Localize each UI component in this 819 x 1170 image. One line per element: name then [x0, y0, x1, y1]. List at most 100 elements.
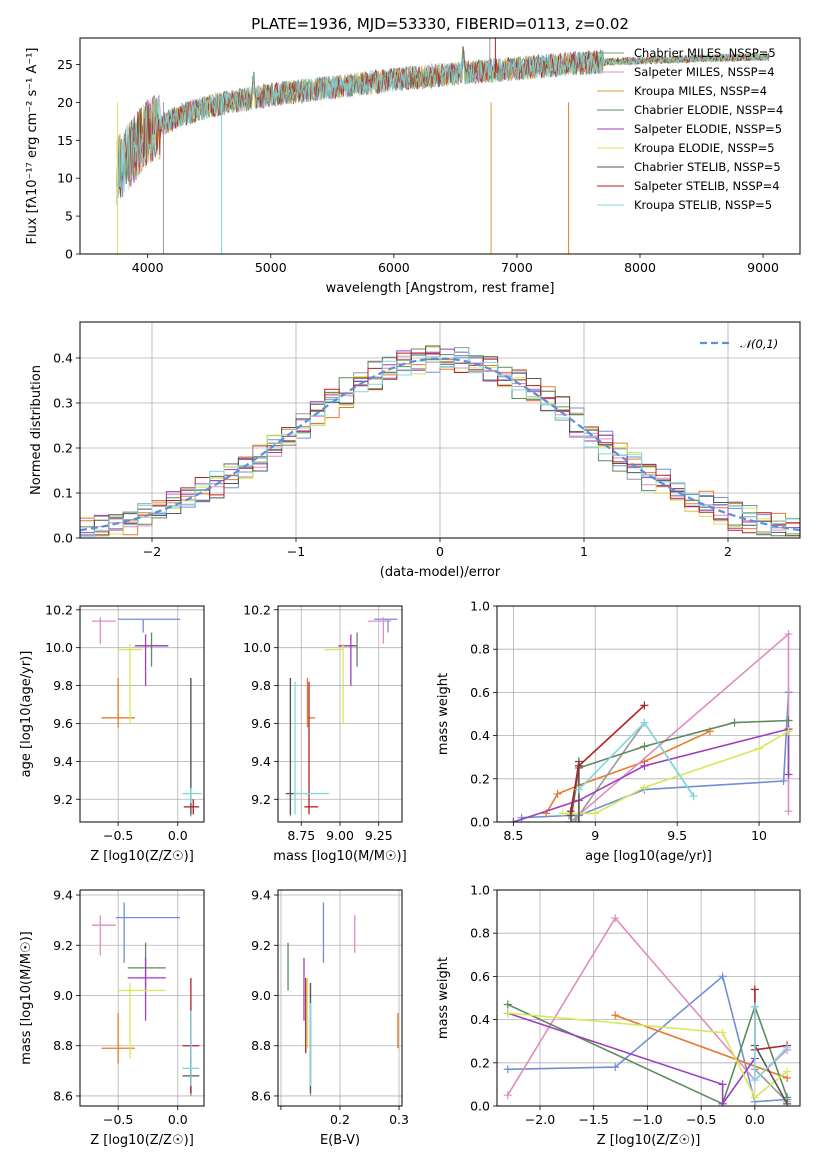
weight-marker: [750, 1093, 759, 1102]
errorbar-point: [118, 618, 181, 633]
x-tick-label: −0.5: [103, 828, 133, 843]
y-tick-label: 1.0: [470, 599, 490, 614]
y-tick-label: 9.8: [251, 678, 271, 693]
y-tick-label: 0.6: [470, 969, 490, 984]
x-axis-label: age [log10(age/yr)]: [585, 849, 712, 864]
x-tick-label: 9.00: [326, 828, 354, 843]
x-tick-label: −2: [143, 544, 161, 559]
chart-spectrum: 4000 5000 6000 7000 8000 9000 0 5 10 15 20 25 wavele…: [25, 37, 801, 296]
y-tick-label: 0.2: [470, 771, 490, 786]
weight-marker: [718, 1099, 727, 1106]
y-tick-label: 9.2: [251, 792, 271, 807]
grid: [80, 606, 204, 822]
weight-series-2: [570, 632, 790, 822]
y-tick-label: 0.4: [470, 1012, 490, 1027]
weight-series-6: [507, 1012, 788, 1099]
weight-marker: [591, 809, 600, 818]
grid: [278, 890, 402, 1106]
errorbar-point: [182, 1010, 200, 1086]
weight-marker: [611, 1011, 620, 1020]
weight-marker: [611, 914, 620, 923]
y-tick-label: 1.0: [470, 883, 490, 898]
axes: −2 −1 0 1 2 0.0 0.1 0.2 0.3 0.4 (data-model)/error…: [29, 321, 801, 580]
y-tick-label: 0.2: [53, 441, 73, 456]
errorbar-point: [118, 643, 142, 724]
x-tick-label: −1.5: [579, 1112, 609, 1127]
y-tick-label: 8.6: [53, 1088, 73, 1103]
chart-title: PLATE=1936, MJD=53330, FIBERID=0113, z=0…: [251, 15, 629, 33]
legend-entry: Salpeter ELODIE, NSSP=5: [634, 122, 782, 136]
weight-marker: [730, 718, 739, 727]
y-tick-label: 0.4: [470, 728, 490, 743]
weight-marker: [784, 807, 793, 816]
axes-frame: [496, 605, 801, 823]
spectrum-series-9: [116, 50, 770, 199]
x-tick-label: 0: [436, 544, 444, 559]
weight-marker: [718, 1028, 727, 1037]
plot-area: [287, 902, 399, 1096]
y-tick-label: 20: [57, 95, 73, 110]
weight-marker: [718, 1080, 727, 1089]
axes: 4000 5000 6000 7000 8000 9000 0 5 10 15 20 25 wavele…: [25, 37, 801, 296]
errorbar-point: [182, 787, 202, 804]
axes: −0.5 0.0 9.2 9.4 9.6 9.8 10.0 10.2 Z [log10(Z/Z☉…: [19, 602, 205, 864]
y-tick-label: 8.6: [251, 1088, 271, 1103]
weight-marker: [718, 972, 727, 981]
weight-series-0: [521, 692, 790, 819]
weight-marker: [574, 818, 583, 822]
y-tick-label: 9.0: [251, 988, 271, 1003]
weight-marker: [779, 776, 788, 785]
y-tick-label: 0.3: [53, 396, 73, 411]
errorbar-point: [183, 799, 200, 815]
weight-marker: [750, 1002, 759, 1011]
errorbar-point: [338, 634, 358, 686]
y-tick-label: 10.0: [45, 640, 73, 655]
errorbar-point: [367, 617, 392, 644]
y-axis-label: age [log10(age/yr)]: [19, 651, 34, 778]
x-tick-label: 4000: [132, 260, 164, 275]
x-tick-label: 0.0: [168, 1112, 188, 1127]
chart-mass-age: 8.75 9.00 9.25 9.2 9.4 9.6 9.8 10.0 10.2 mass [lo…: [243, 602, 407, 864]
weight-series-9: [754, 1006, 788, 1083]
legend: Chabrier MILES, NSSP=5 Salpeter MILES, NS…: [597, 46, 783, 212]
y-tick-label: 25: [57, 57, 73, 72]
y-tick-label: 0.4: [53, 351, 73, 366]
x-tick-label: 7000: [501, 260, 533, 275]
y-tick-label: 10.2: [45, 602, 73, 617]
y-axis-label: Flux [fλ10⁻¹⁷ erg cm⁻² s⁻¹ A⁻¹]: [25, 48, 40, 245]
y-tick-label: 10.0: [243, 640, 271, 655]
x-tick-label: 0.0: [745, 1112, 765, 1127]
x-axis-label: Z [log10(Z/Z☉)]: [597, 1133, 701, 1148]
x-axis-label: mass [log10(M/M☉)]: [273, 849, 406, 864]
chart-ebv-mass: 0.2 0.3 8.6 8.8 9.0 9.2 9.4 E(B-V): [251, 888, 409, 1148]
weight-series-5: [513, 728, 790, 822]
errorbar-point: [134, 634, 169, 686]
x-tick-label: 6000: [378, 260, 410, 275]
y-tick-label: 9.4: [251, 888, 271, 903]
errorbar-point: [293, 681, 330, 815]
y-tick-label: 0.2: [470, 1055, 490, 1070]
errorbar-point: [91, 915, 116, 956]
y-tick-label: 9.6: [53, 716, 73, 731]
y-tick-label: 9.0: [53, 988, 73, 1003]
grid: [80, 890, 204, 1106]
weight-marker: [503, 1000, 512, 1009]
plot-area: [80, 345, 800, 537]
y-tick-label: 0.0: [470, 815, 490, 830]
y-axis-label: Normed distribution: [29, 365, 44, 495]
y-tick-label: 0.8: [470, 926, 490, 941]
weight-series-5: [507, 1012, 756, 1106]
axes-frame: [277, 889, 403, 1107]
legend-entry: Kroupa MILES, NSSP=4: [634, 84, 767, 98]
weight-marker: [640, 701, 649, 710]
weight-marker: [783, 1043, 792, 1052]
axes-frame: [79, 605, 205, 823]
y-tick-label: 9.2: [53, 938, 73, 953]
axes: −0.5 0.0 8.6 8.8 9.0 9.2 9.4 Z [log10(Z/Z☉)] mas…: [19, 888, 205, 1148]
plot-area: [91, 617, 202, 817]
histogram-series-9: [80, 351, 800, 537]
weight-marker: [750, 985, 759, 994]
axes: 8.5 9 9.5 10 0.0 0.2 0.4 0.6 0.8 1.0 age [log10(ag…: [436, 599, 801, 864]
weight-marker: [640, 742, 649, 751]
